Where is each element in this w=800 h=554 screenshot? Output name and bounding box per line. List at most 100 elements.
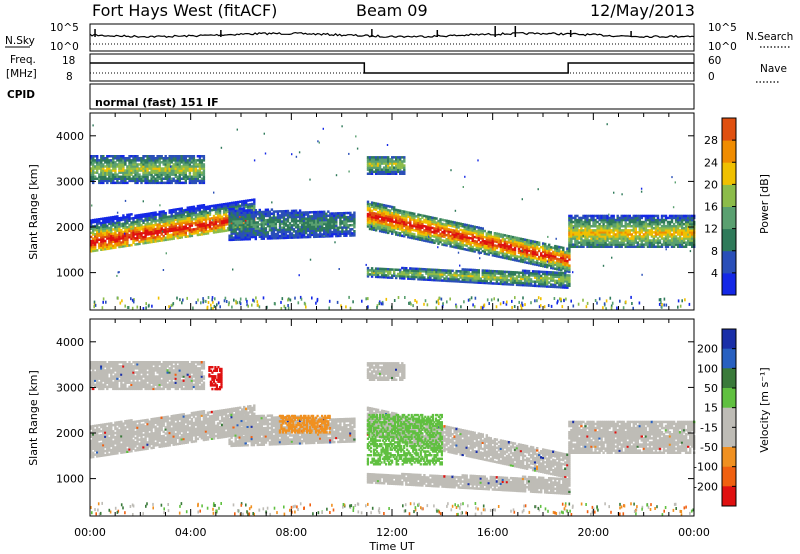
power-cell — [200, 212, 204, 215]
power-cell — [90, 239, 93, 243]
power-cell — [228, 204, 232, 207]
power-cell — [495, 278, 499, 281]
power-cell — [106, 161, 109, 164]
power-cell — [353, 213, 356, 217]
power-cell — [142, 161, 145, 164]
power-cell — [144, 159, 147, 162]
power-cell — [419, 267, 422, 271]
power-cell — [286, 216, 290, 219]
power-cell — [126, 159, 129, 162]
power-cell — [256, 231, 259, 234]
power-cell — [427, 221, 430, 225]
power-cell — [385, 220, 388, 224]
power-cell — [634, 214, 637, 218]
power-cell — [124, 175, 127, 178]
power-cell — [190, 169, 194, 172]
power-cell — [315, 219, 318, 222]
power-cell — [240, 236, 243, 239]
power-cell — [248, 223, 251, 226]
power-cell — [329, 222, 332, 226]
power-cell — [146, 171, 149, 174]
power-cell — [560, 284, 563, 287]
power-cell — [397, 217, 400, 220]
power-cell — [453, 243, 456, 247]
power-cell — [413, 271, 416, 275]
power-cell — [198, 225, 202, 228]
power-cell — [144, 233, 147, 236]
power-cell — [148, 241, 151, 244]
power-cell — [120, 155, 123, 158]
power-cell — [566, 249, 569, 253]
power-cell — [533, 248, 537, 252]
power-cell — [170, 209, 173, 212]
power-cell — [566, 278, 569, 281]
power-cell — [216, 210, 220, 213]
power-cell — [286, 224, 290, 227]
power-cell — [529, 250, 533, 253]
power-cell — [437, 277, 440, 280]
power-cell — [622, 231, 625, 234]
power-cell — [610, 220, 613, 224]
power-cell — [564, 263, 567, 266]
power-cell — [290, 228, 294, 231]
power-cell — [130, 221, 133, 224]
power-cell — [319, 225, 322, 228]
power-cell — [194, 223, 198, 227]
power-cell — [393, 268, 396, 271]
power-cell — [536, 274, 539, 277]
power-cell — [256, 217, 259, 220]
power-cell — [192, 222, 196, 225]
power-cell — [240, 211, 243, 214]
power-cell — [387, 204, 390, 208]
power-cell — [160, 155, 163, 158]
power-cell — [150, 171, 153, 174]
power-cell — [122, 230, 125, 234]
power-cell — [218, 222, 222, 225]
power-cell — [104, 243, 107, 247]
power-cell — [158, 214, 161, 218]
power-cell — [339, 222, 342, 225]
power-cell — [453, 241, 456, 245]
power-cell — [134, 230, 137, 234]
power-cell — [495, 246, 499, 250]
power-cell — [606, 222, 609, 226]
power-cell — [382, 208, 386, 211]
power-cell — [578, 231, 581, 234]
power-cell — [184, 231, 187, 234]
power-cell — [499, 247, 503, 251]
power-cell — [158, 237, 161, 240]
power-cell — [489, 247, 492, 250]
power-cell — [479, 226, 482, 230]
power-cell — [533, 252, 537, 256]
power-cell — [556, 251, 559, 254]
power-cell — [626, 231, 629, 234]
power-cell — [228, 218, 231, 221]
power-cell — [309, 229, 312, 233]
power-cell — [154, 159, 157, 162]
power-cell — [240, 215, 243, 219]
power-cell — [168, 175, 171, 178]
power-cell — [339, 220, 342, 223]
power-cell — [417, 223, 420, 227]
power-cell — [630, 233, 633, 236]
power-cell — [439, 224, 442, 227]
power-cell — [600, 214, 603, 218]
power-cell — [616, 231, 619, 234]
power-cell — [574, 216, 577, 220]
power-cell — [536, 284, 539, 288]
power-cell — [333, 232, 336, 236]
power-cell — [319, 233, 322, 236]
power-cell — [313, 210, 316, 214]
power-cell — [527, 276, 531, 279]
power-cell — [399, 272, 402, 276]
power-cell — [122, 222, 125, 225]
power-cell — [387, 170, 390, 173]
power-cell — [405, 210, 408, 214]
power-cell — [529, 282, 533, 285]
power-cell — [288, 234, 292, 237]
power-cell — [395, 160, 398, 163]
power-cell — [616, 239, 619, 242]
power-cell — [608, 227, 611, 230]
power-cell — [216, 206, 220, 209]
power-cell — [391, 216, 394, 219]
